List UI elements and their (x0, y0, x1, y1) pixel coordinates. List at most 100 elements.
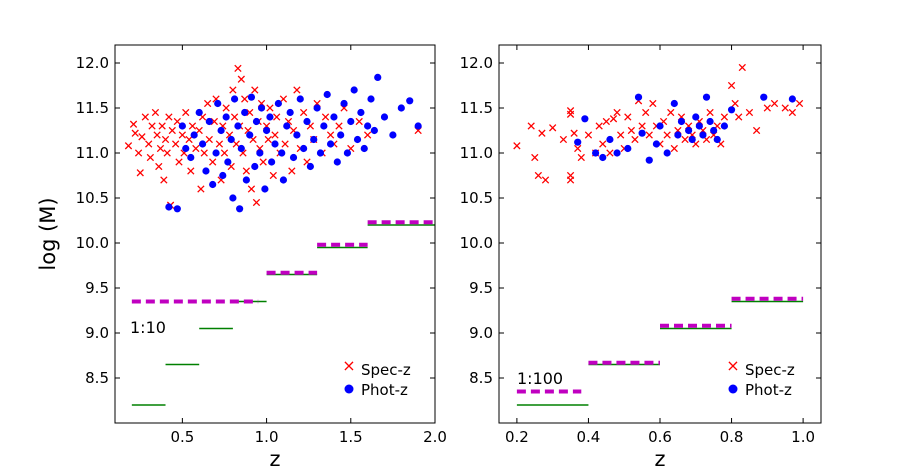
right-spec-z-point (770, 99, 779, 108)
left-spec-z-point (209, 158, 217, 166)
left-legend-phot-label: Phot-z (361, 381, 408, 399)
left-phot-z-point (389, 131, 397, 139)
right-phot-z-point (581, 115, 589, 123)
right-phot-z-point (677, 117, 686, 126)
right-spec-z-point (513, 142, 521, 150)
right-spec-z-point (599, 140, 607, 148)
left-phot-z-point (187, 153, 195, 162)
right-phot-z-point (699, 131, 707, 139)
left-spec-z-point (145, 140, 153, 148)
left-phot-z-point (380, 113, 389, 121)
left-phot-z-point (289, 153, 298, 162)
left-spec-z-point (134, 149, 143, 157)
right-phot-z-point (760, 93, 768, 101)
right-phot-z-point (702, 93, 711, 101)
right-legend-phot-marker (728, 384, 738, 394)
left-spec-z-point (178, 131, 187, 139)
left-spec-z-point (131, 129, 139, 137)
left-phot-z-point (274, 99, 282, 108)
left-phot-z-point (330, 113, 338, 121)
right-phot-z-point (713, 135, 721, 144)
right-phot-z-point (599, 153, 607, 162)
right-phot-z-point (606, 135, 614, 144)
left-spec-z-point (293, 86, 301, 94)
right-spec-z-point (606, 149, 614, 157)
left-phot-z-point (364, 122, 372, 130)
left-phot-z-point (262, 126, 271, 135)
right-axis-ticks: 8.5 9.0 9.5 10.0 10.5 11.0 11.5 12.0 0.2 0.4 0.6 0.… (460, 45, 821, 446)
right-panel: 8.5 9.0 9.5 10.0 10.5 11.0 11.5 12.0 0.2 0.4 0.6 0.… (460, 44, 822, 471)
right-x-axis-label: z (654, 447, 665, 471)
left-spec-z-point (266, 104, 274, 112)
right-spec-z-point (570, 129, 578, 137)
right-spec-z-point (781, 104, 789, 112)
left-phot-z-point (268, 158, 276, 166)
left-spec-z-point (197, 185, 205, 193)
left-y-tick-label: 8.5 (85, 369, 109, 387)
left-phot-z-point (406, 97, 414, 105)
left-spec-z-point (321, 113, 330, 121)
left-phot-z-point (178, 122, 186, 130)
left-spec-z-point (161, 135, 170, 144)
left-phot-z-point (316, 149, 325, 157)
left-x-axis-label: z (269, 447, 280, 471)
right-spec-z-point (616, 131, 625, 139)
left-spec-z-point (355, 117, 363, 126)
left-spec-z-point (222, 104, 230, 112)
left-phot-z-point (414, 122, 422, 130)
left-spec-z-point (136, 169, 144, 177)
right-phot-z-point (592, 149, 600, 157)
left-phot-z-point (337, 131, 345, 139)
right-y-tick-label: 12.0 (460, 54, 493, 72)
left-spec-z-point (200, 149, 208, 157)
left-phot-z-point (343, 149, 352, 157)
right-spec-z-point (681, 135, 689, 144)
right-spec-z-point (638, 122, 646, 130)
left-phot-z-point (230, 95, 239, 103)
left-spec-z-point (153, 131, 161, 139)
right-plot-marks (513, 63, 804, 406)
left-phot-z-point (242, 176, 250, 184)
right-phot-z-point (685, 126, 693, 135)
left-spec-z-point (269, 171, 277, 180)
right-phot-z-point (720, 122, 729, 130)
right-spec-z-point (763, 104, 771, 112)
left-phot-z-point (190, 131, 198, 139)
right-phot-z-point (670, 99, 678, 108)
right-legend-phot-label: Phot-z (745, 381, 792, 399)
left-phot-z-point (333, 158, 341, 166)
right-spec-z-point (795, 99, 804, 108)
left-spec-z-point (185, 135, 193, 144)
left-y-tick-label: 12.0 (76, 54, 109, 72)
left-spec-z-point (158, 122, 166, 130)
left-spec-z-point (264, 135, 272, 144)
left-spec-z-point (288, 167, 296, 175)
right-y-tick-label: 9.5 (469, 279, 493, 297)
right-y-tick-label: 11.5 (460, 99, 493, 117)
left-phot-z-point (360, 144, 368, 153)
left-spec-z-point (326, 131, 335, 139)
left-y-tick-label: 10.0 (76, 234, 109, 252)
right-legend-spec-marker: × (726, 356, 739, 375)
left-spec-z-point (273, 113, 281, 121)
left-spec-z-point (141, 113, 149, 121)
right-phot-z-point (706, 117, 714, 126)
left-spec-z-point (148, 122, 156, 130)
left-phot-z-point (224, 158, 232, 166)
left-phot-z-point (347, 117, 355, 126)
left-phot-z-point (306, 162, 314, 171)
right-spec-z-point (663, 131, 671, 139)
right-spec-z-point (549, 124, 557, 132)
right-legend: × Spec-z Phot-z (726, 356, 795, 399)
left-phot-z-point (326, 140, 335, 148)
left-spec-z-point (259, 158, 267, 166)
left-phot-z-point (283, 122, 291, 130)
right-x-tick-label: 0.4 (577, 428, 601, 446)
right-phot-z-point (727, 106, 736, 114)
right-spec-z-point (577, 153, 585, 162)
left-spec-z-point (279, 95, 288, 103)
left-phot-z-point (222, 113, 230, 121)
left-spec-z-point (168, 126, 176, 135)
right-phot-z-point (688, 135, 696, 144)
right-spec-z-point (559, 135, 568, 144)
